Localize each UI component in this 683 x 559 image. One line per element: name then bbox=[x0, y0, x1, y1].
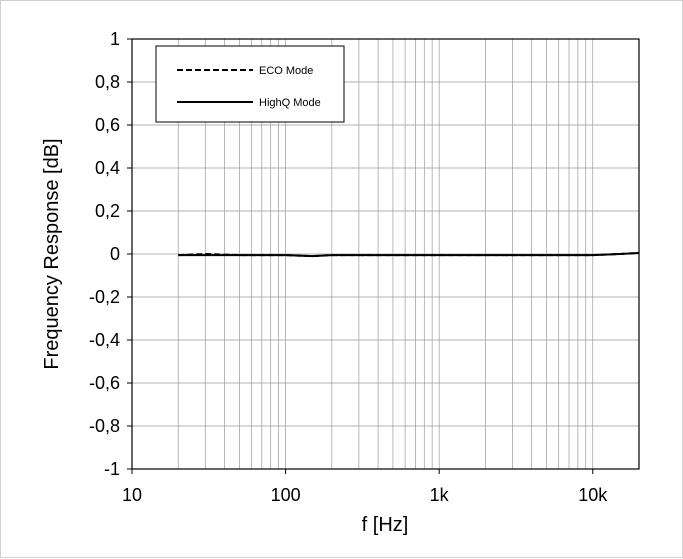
legend-label-highq: HighQ Mode bbox=[259, 97, 321, 109]
x-axis-title: f [Hz] bbox=[362, 514, 409, 536]
x-tick-label: 1k bbox=[430, 485, 450, 505]
series-layer bbox=[178, 251, 640, 258]
legend: ECO Mode HighQ Mode bbox=[155, 45, 345, 123]
x-tick-label: 10 bbox=[122, 485, 142, 505]
y-tick-label: -0,4 bbox=[89, 330, 120, 350]
y-tick-label: -0,6 bbox=[89, 373, 120, 393]
plot-area bbox=[131, 38, 640, 470]
y-axis-title: Frequency Response [dB] bbox=[41, 138, 63, 369]
y-tick-label: 0,6 bbox=[95, 115, 120, 135]
y-tick-label: -0,8 bbox=[89, 416, 120, 436]
y-tick-label: 0 bbox=[110, 244, 120, 264]
y-tick-label: 0,2 bbox=[95, 201, 120, 221]
y-tick-label: 1 bbox=[110, 29, 120, 49]
x-tick-label: 10k bbox=[578, 485, 608, 505]
legend-box bbox=[155, 45, 345, 123]
legend-label-eco: ECO Mode bbox=[259, 65, 313, 77]
x-tick-label: 100 bbox=[271, 485, 301, 505]
y-tick-label: 0,8 bbox=[95, 72, 120, 92]
tick-labels: 1 0,8 0,6 0,4 0,2 0 -0,2 -0,4 -0,6 -0,8 -110 100 1k 1… bbox=[89, 29, 608, 505]
y-tick-label: 0,4 bbox=[95, 158, 120, 178]
series-line-highq-mode bbox=[178, 251, 640, 258]
y-tick-label: -1 bbox=[104, 459, 120, 479]
y-tick-label: -0,2 bbox=[89, 287, 120, 307]
